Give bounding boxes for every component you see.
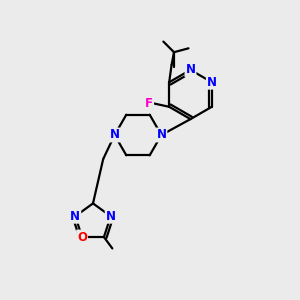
Text: N: N xyxy=(106,210,116,223)
Text: N: N xyxy=(207,76,217,89)
Text: F: F xyxy=(145,97,153,110)
Text: N: N xyxy=(156,128,167,142)
Text: N: N xyxy=(70,210,80,223)
Text: O: O xyxy=(77,230,87,244)
Text: N: N xyxy=(185,63,196,76)
Text: N: N xyxy=(110,128,120,142)
